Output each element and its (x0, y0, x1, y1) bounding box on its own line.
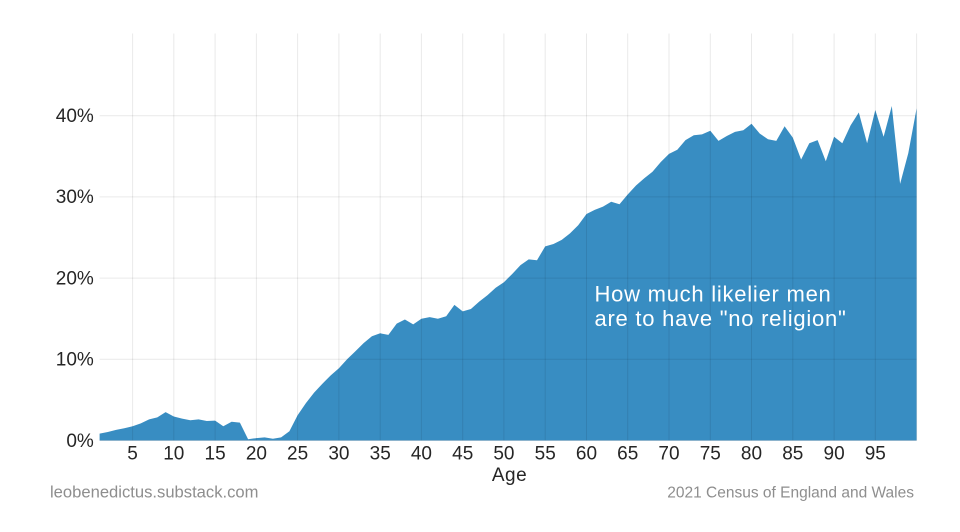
svg-text:10%: 10% (56, 350, 94, 371)
svg-text:80: 80 (741, 443, 762, 464)
svg-text:85: 85 (782, 443, 803, 464)
svg-text:55: 55 (535, 443, 556, 464)
svg-text:40%: 40% (56, 106, 94, 127)
svg-text:35: 35 (370, 443, 391, 464)
svg-text:60: 60 (576, 443, 597, 464)
svg-text:Age: Age (492, 465, 527, 486)
svg-text:25: 25 (287, 443, 308, 464)
svg-text:75: 75 (700, 443, 721, 464)
svg-text:2021 Census of England and Wal: 2021 Census of England and Wales (667, 485, 914, 502)
svg-text:65: 65 (617, 443, 638, 464)
svg-text:30: 30 (328, 443, 349, 464)
svg-text:are to have "no religion": are to have "no religion" (595, 306, 847, 331)
svg-text:10: 10 (163, 443, 184, 464)
svg-text:30%: 30% (56, 187, 94, 208)
svg-text:15: 15 (205, 443, 226, 464)
svg-text:0%: 0% (66, 431, 94, 452)
svg-text:leobenedictus.substack.com: leobenedictus.substack.com (50, 483, 258, 502)
svg-text:20%: 20% (56, 268, 94, 289)
svg-text:45: 45 (452, 443, 473, 464)
svg-text:95: 95 (865, 443, 886, 464)
svg-text:20: 20 (246, 443, 267, 464)
svg-text:How much likelier men: How much likelier men (595, 282, 832, 307)
svg-text:70: 70 (658, 443, 679, 464)
svg-text:90: 90 (824, 443, 845, 464)
svg-text:5: 5 (127, 443, 138, 464)
svg-text:50: 50 (493, 443, 514, 464)
svg-text:40: 40 (411, 443, 432, 464)
